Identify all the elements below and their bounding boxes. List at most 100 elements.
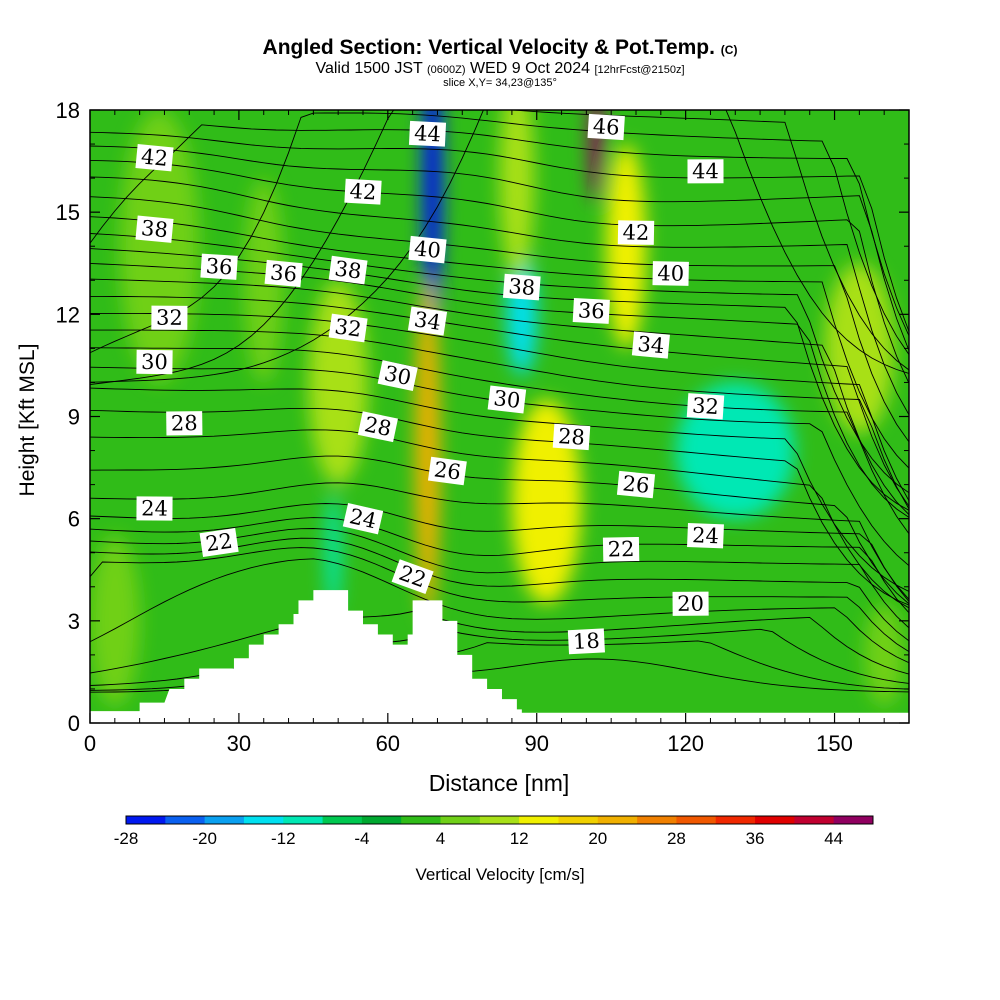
isentrope-line bbox=[90, 482, 909, 600]
contour-label: 36 bbox=[269, 260, 298, 286]
contour-label-box bbox=[567, 628, 605, 655]
colorbar-swatch bbox=[794, 816, 835, 824]
contour-label-box bbox=[344, 178, 382, 205]
isentrope-line bbox=[90, 429, 909, 609]
contour-label: 22 bbox=[204, 529, 234, 557]
y-tick-label: 15 bbox=[56, 200, 80, 225]
contour-label: 38 bbox=[333, 256, 363, 283]
isentrope-line bbox=[90, 558, 909, 664]
contour-label-box bbox=[407, 306, 448, 336]
x-axis-label: Distance [nm] bbox=[429, 770, 570, 796]
velocity-cell bbox=[588, 110, 604, 204]
colorbar-swatch bbox=[833, 816, 874, 824]
contour-label-group: 42 bbox=[135, 144, 174, 172]
valid-prefix: Valid 1500 JST bbox=[315, 60, 423, 77]
contour-label-box bbox=[552, 423, 591, 451]
colorbar-swatch bbox=[676, 816, 717, 824]
contour-labels: 18 20 22 22 22 24 24 24 26 26 28 28 28 30 30 30 32 32 32 34… bbox=[135, 113, 725, 655]
isentrope-line bbox=[90, 503, 909, 602]
title-units: (C) bbox=[720, 43, 738, 57]
contour-label: 26 bbox=[433, 457, 463, 484]
isentrope-line bbox=[90, 131, 909, 332]
contour-label-group: 28 bbox=[552, 423, 591, 451]
contour-label-box bbox=[391, 559, 434, 595]
contour-label-group: 40 bbox=[652, 261, 689, 286]
colorbar-frame bbox=[125, 815, 874, 825]
contour-label-group: 26 bbox=[616, 470, 656, 499]
velocity-cell bbox=[415, 280, 440, 621]
colorbar-swatch bbox=[479, 816, 520, 824]
colorbar-swatch bbox=[283, 816, 324, 824]
contour-label: 24 bbox=[692, 523, 720, 548]
isentrope-line bbox=[90, 159, 909, 384]
contour-label: 42 bbox=[140, 144, 169, 170]
contour-label: 30 bbox=[382, 361, 413, 390]
isentrope-line bbox=[90, 347, 909, 535]
colorbar-tick-label: 44 bbox=[824, 829, 843, 848]
contour-label: 36 bbox=[205, 254, 233, 280]
contour-label-box bbox=[686, 393, 725, 420]
y-tick-label: 12 bbox=[56, 302, 80, 327]
contour-label-box bbox=[427, 456, 467, 486]
y-tick-label: 3 bbox=[68, 609, 80, 634]
velocity-cell bbox=[824, 263, 895, 434]
contour-label-group: 30 bbox=[487, 385, 527, 414]
contour-label: 40 bbox=[657, 261, 684, 286]
contour-label-group: 32 bbox=[151, 305, 188, 330]
isentrope-line bbox=[90, 611, 909, 675]
contour-label-box bbox=[135, 144, 174, 172]
colorbar-tick-label: 4 bbox=[436, 829, 445, 848]
colorbar-label: Vertical Velocity [cm/s] bbox=[415, 865, 584, 884]
y-axis-label: Height [Kft MSL] bbox=[16, 344, 39, 497]
velocity-cell bbox=[308, 280, 368, 485]
colorbar-swatch bbox=[558, 816, 599, 824]
plot-area: 18 20 22 22 22 24 24 24 26 26 28 28 28 30 30 30 32 32 32 34… bbox=[90, 110, 909, 723]
velocity-cell bbox=[422, 110, 443, 332]
contour-label: 28 bbox=[171, 411, 198, 435]
colorbar-tick-label: 36 bbox=[746, 829, 765, 848]
contour-label-group: 22 bbox=[391, 559, 434, 595]
contour-label-group: 24 bbox=[136, 496, 173, 521]
isentrope-line bbox=[90, 145, 909, 351]
contour-label: 38 bbox=[140, 216, 169, 242]
isentrope-line bbox=[90, 124, 909, 336]
isentrope-line bbox=[90, 176, 909, 416]
isentrope-line bbox=[90, 110, 909, 385]
colorbar-swatch bbox=[165, 816, 206, 824]
valid-utc: (0600Z) bbox=[426, 64, 466, 76]
contour-label-box bbox=[408, 120, 447, 147]
contour-label: 24 bbox=[347, 504, 378, 533]
colorbar-tick-label: 28 bbox=[667, 829, 686, 848]
isentrope-line bbox=[90, 295, 909, 507]
colorbar-swatch bbox=[755, 816, 795, 824]
colorbar-swatch bbox=[440, 816, 481, 824]
contour-label: 32 bbox=[333, 314, 363, 341]
contour-label-group: 22 bbox=[602, 536, 640, 562]
contour-label-group: 32 bbox=[328, 313, 368, 343]
y-tick-label: 6 bbox=[68, 507, 80, 532]
colorbar-swatch bbox=[715, 816, 756, 824]
contour-label-group: 30 bbox=[136, 349, 173, 375]
vertical-velocity-field bbox=[90, 110, 905, 706]
chart-title: Angled Section: Vertical Velocity & Pot.… bbox=[0, 36, 1000, 60]
contour-label-group: 38 bbox=[502, 273, 541, 301]
colorbar-swatch bbox=[637, 816, 677, 824]
colorbar-tick-label: 20 bbox=[588, 829, 607, 848]
contour-label-group: 34 bbox=[631, 331, 670, 359]
contour-label: 24 bbox=[141, 496, 168, 520]
contour-label-box bbox=[602, 536, 640, 562]
contour-label-group: 28 bbox=[166, 411, 203, 436]
contour-label-group: 30 bbox=[377, 360, 418, 392]
contour-label: 42 bbox=[349, 179, 377, 204]
contour-label-box bbox=[328, 255, 368, 285]
colorbar-swatch bbox=[401, 816, 442, 824]
contour-label-box bbox=[587, 113, 625, 141]
contour-label-group: 44 bbox=[687, 159, 724, 184]
contour-label-box bbox=[672, 591, 709, 616]
colorbar-tick-label: -4 bbox=[354, 829, 369, 848]
contour-label: 44 bbox=[692, 159, 719, 183]
contour-label-group: 34 bbox=[407, 306, 448, 336]
contour-label: 28 bbox=[362, 412, 393, 441]
contour-label-group: 44 bbox=[408, 120, 447, 147]
